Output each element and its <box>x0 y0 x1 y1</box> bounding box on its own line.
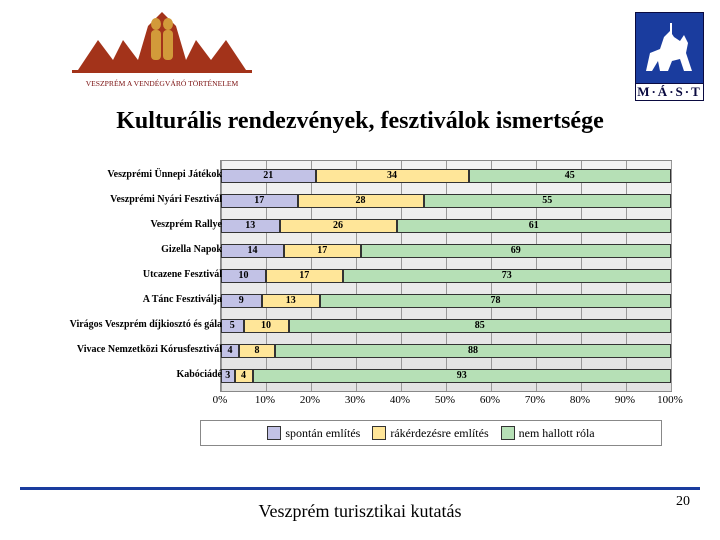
bar-row: 213445 <box>221 169 671 183</box>
bar-segment: 5 <box>221 319 244 333</box>
x-tick-label: 90% <box>610 394 640 406</box>
bar-segment: 69 <box>361 244 672 258</box>
gridline <box>671 161 672 391</box>
legend-label: spontán említés <box>285 426 360 441</box>
x-tick-label: 40% <box>385 394 415 406</box>
slide: VESZPRÉM A VENDÉGVÁRÓ TÖRTÉNELEM M·Á·S·T… <box>0 0 720 540</box>
chart-area: 2134451728551326611417691017739137851085… <box>40 150 680 450</box>
chart-title: Kulturális rendezvények, fesztiválok ism… <box>0 108 720 135</box>
bar-segment: 78 <box>320 294 671 308</box>
bar-segment: 9 <box>221 294 262 308</box>
mast-logo-text: M·Á·S·T <box>635 84 704 101</box>
left-logo-tagline: VESZPRÉM A VENDÉGVÁRÓ TÖRTÉNELEM <box>86 78 239 88</box>
footer-divider <box>20 487 700 490</box>
bar-segment: 4 <box>221 344 239 358</box>
bar-segment: 10 <box>244 319 289 333</box>
x-tick-label: 50% <box>430 394 460 406</box>
bar-segment: 26 <box>280 219 397 233</box>
legend-swatch <box>267 426 281 440</box>
category-label: Virágos Veszprém díjkiosztó és gála <box>42 319 222 330</box>
veszprem-logo: VESZPRÉM A VENDÉGVÁRÓ TÖRTÉNELEM <box>68 4 256 94</box>
bar-segment: 8 <box>239 344 275 358</box>
x-tick-label: 100% <box>655 394 685 406</box>
bar-segment: 85 <box>289 319 672 333</box>
bar-segment: 13 <box>221 219 280 233</box>
legend-label: rákérdezésre említés <box>390 426 488 441</box>
bar-row: 172855 <box>221 194 671 208</box>
legend-label: nem hallott róla <box>519 426 595 441</box>
legend-swatch <box>501 426 515 440</box>
bar-row: 91378 <box>221 294 671 308</box>
bar-segment: 13 <box>262 294 321 308</box>
x-tick-label: 30% <box>340 394 370 406</box>
legend-item: rákérdezésre említés <box>372 426 488 441</box>
bar-segment: 28 <box>298 194 424 208</box>
x-tick-label: 70% <box>520 394 550 406</box>
category-label: Utcazene Fesztivál <box>42 269 222 280</box>
bar-segment: 88 <box>275 344 671 358</box>
legend-item: nem hallott róla <box>501 426 595 441</box>
bar-segment: 17 <box>221 194 298 208</box>
x-tick-label: 80% <box>565 394 595 406</box>
x-tick-label: 10% <box>250 394 280 406</box>
bar-segment: 17 <box>284 244 361 258</box>
mast-logo: M·Á·S·T <box>635 12 702 102</box>
x-tick-label: 20% <box>295 394 325 406</box>
category-label: Veszprém Rallye <box>42 219 222 230</box>
bar-segment: 61 <box>397 219 672 233</box>
legend-item: spontán említés <box>267 426 360 441</box>
bar-segment: 3 <box>221 369 235 383</box>
header: VESZPRÉM A VENDÉGVÁRÓ TÖRTÉNELEM M·Á·S·T <box>0 0 720 100</box>
legend: spontán említés rákérdezésre említés nem h… <box>200 420 662 446</box>
page-number: 20 <box>676 494 690 510</box>
bar-row: 101773 <box>221 269 671 283</box>
bar-segment: 17 <box>266 269 343 283</box>
mast-logo-icon <box>635 12 704 84</box>
category-label: Veszprémi Ünnepi Játékok <box>42 169 222 180</box>
bar-segment: 93 <box>253 369 672 383</box>
x-tick-label: 60% <box>475 394 505 406</box>
category-label: A Tánc Fesztiválja <box>42 294 222 305</box>
category-label: Veszprémi Nyári Fesztivál <box>42 194 222 205</box>
bar-segment: 45 <box>469 169 672 183</box>
bar-segment: 73 <box>343 269 672 283</box>
bar-row: 4888 <box>221 344 671 358</box>
bar-segment: 21 <box>221 169 316 183</box>
category-label: Gizella Napok <box>42 244 222 255</box>
bar-row: 141769 <box>221 244 671 258</box>
x-tick-label: 0% <box>205 394 235 406</box>
category-label: Vivace Nemzetközi Kórusfesztivál <box>42 344 222 355</box>
category-label: Kabóciádé <box>42 369 222 380</box>
bar-segment: 10 <box>221 269 266 283</box>
bar-segment: 14 <box>221 244 284 258</box>
bar-segment: 55 <box>424 194 672 208</box>
bar-row: 3493 <box>221 369 671 383</box>
footer-text: Veszprém turisztikai kutatás <box>0 501 720 522</box>
legend-swatch <box>372 426 386 440</box>
bar-row: 51085 <box>221 319 671 333</box>
bar-segment: 4 <box>235 369 253 383</box>
plot-region: 2134451728551326611417691017739137851085… <box>220 160 672 392</box>
bar-segment: 34 <box>316 169 469 183</box>
bar-row: 132661 <box>221 219 671 233</box>
